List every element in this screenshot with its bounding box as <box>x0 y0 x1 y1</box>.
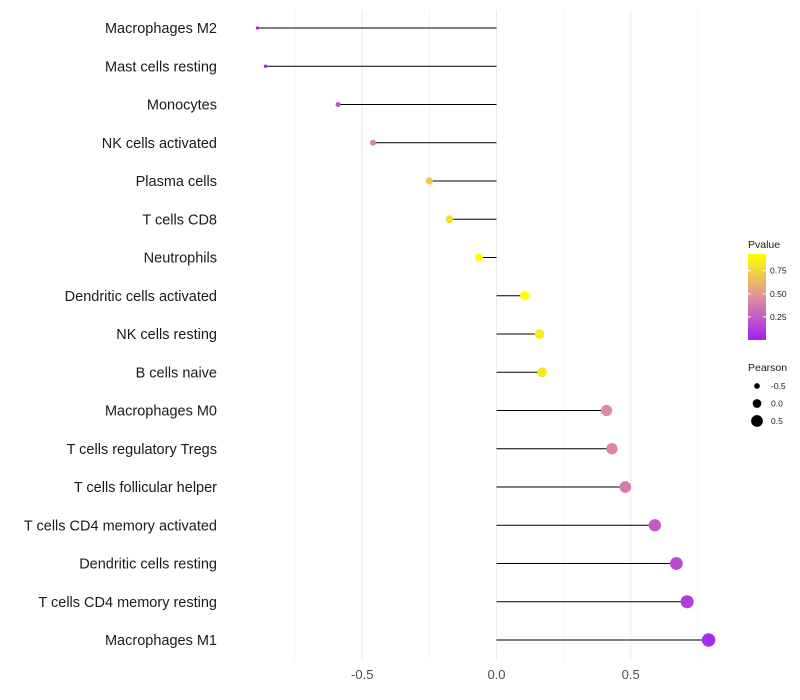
data-point <box>263 64 268 68</box>
pearson-legend-title: Pearson <box>748 362 787 374</box>
size-key-label: -0.5 <box>771 381 786 391</box>
category-label: Dendritic cells resting <box>79 557 217 573</box>
data-point <box>669 557 683 570</box>
size-key-point <box>751 415 763 427</box>
category-labels: Macrophages M2 Mast cells resting Monocyte… <box>24 21 217 649</box>
data-point <box>370 139 376 146</box>
category-label: Macrophages M0 <box>105 404 217 420</box>
colorbar-tick-label: 0.50 <box>770 289 787 299</box>
x-tick-label: 0.5 <box>622 667 640 682</box>
data-point <box>534 329 545 339</box>
category-label: B cells naive <box>136 365 217 381</box>
category-label: Macrophages M2 <box>105 21 217 37</box>
category-label: T cells CD4 memory resting <box>38 595 217 611</box>
category-label: NK cells activated <box>102 136 217 152</box>
category-label: T cells CD4 memory activated <box>24 518 217 534</box>
points <box>255 26 716 647</box>
category-label: T cells regulatory Tregs <box>67 442 217 458</box>
colorbar-tick-label: 0.25 <box>770 312 787 322</box>
data-point <box>537 367 547 378</box>
colorbar-tick-label: 0.75 <box>770 266 787 276</box>
category-label: NK cells resting <box>116 327 217 343</box>
stems <box>257 27 709 641</box>
category-label: Mast cells resting <box>105 59 217 75</box>
data-point <box>680 595 694 609</box>
category-label: Macrophages M1 <box>105 633 217 649</box>
category-label: T cells CD8 <box>142 212 217 228</box>
data-point <box>445 215 454 224</box>
category-label: Monocytes <box>147 98 217 114</box>
data-point <box>425 177 433 185</box>
data-point <box>255 26 260 30</box>
data-point <box>600 404 613 417</box>
category-label: T cells follicular helper <box>74 480 217 496</box>
x-tick-label: 0.0 <box>487 667 505 682</box>
pearson-legend: Pearson -0.5 0.0 0.5 <box>748 362 787 427</box>
size-key-point <box>752 399 762 408</box>
category-label: Dendritic cells activated <box>65 289 217 305</box>
pvalue-legend-title: Pvalue <box>748 239 780 251</box>
size-key-label: 0.0 <box>771 399 783 409</box>
category-label: Plasma cells <box>136 174 217 190</box>
pvalue-colorbar-ticks: 0.25 0.50 0.75 <box>748 266 787 322</box>
data-point <box>701 633 716 647</box>
size-key-point <box>754 383 760 389</box>
data-point <box>606 443 618 455</box>
data-point <box>474 253 484 262</box>
data-point <box>648 519 662 532</box>
category-label: Neutrophils <box>144 251 217 267</box>
x-tick-label: -0.5 <box>351 667 373 682</box>
size-key-label: 0.5 <box>771 416 783 426</box>
x-axis-ticks: -0.5 0.0 0.5 <box>351 667 640 682</box>
pvalue-legend: Pvalue 0.25 0.50 0.75 <box>748 239 787 340</box>
data-point <box>335 101 341 108</box>
data-point <box>619 481 632 493</box>
grid-lines <box>294 10 699 660</box>
pvalue-colorbar <box>748 254 766 340</box>
pearson-size-keys: -0.5 0.0 0.5 <box>751 381 786 427</box>
data-point <box>519 291 530 301</box>
